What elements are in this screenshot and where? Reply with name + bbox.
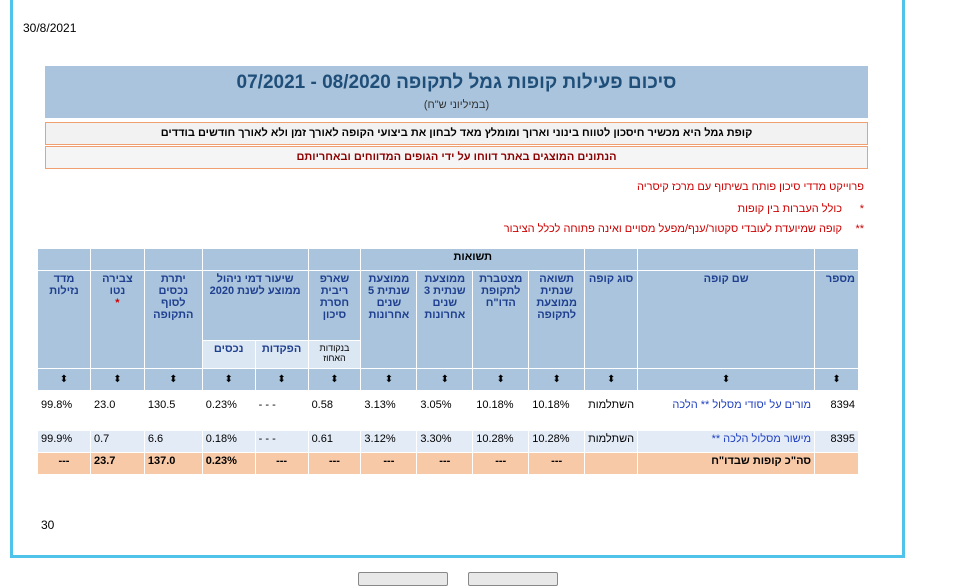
col-cumulative-return: מצטברת לתקופת הדו"ח [472, 270, 530, 369]
report-date: 30/8/2021 [23, 21, 77, 35]
total-avg-3y: --- [416, 452, 474, 475]
cell-number: 8395 [814, 430, 859, 453]
legend-project-note: פרוייקט מדדי סיכון פותח בשיתוף עם מרכז ק… [636, 181, 864, 193]
page-subtitle: (במיליוני ש"ח) [423, 99, 490, 111]
cell-cumulative: 10.18% [472, 396, 530, 431]
table-header-group-row: תשואות [37, 248, 859, 271]
legend-double-star-mark: ** [855, 223, 864, 235]
cell-cumulative: 10.28% [472, 430, 530, 453]
total-cumulative: --- [472, 452, 530, 475]
col-net-accrual-star: * [115, 297, 120, 309]
cell-assets-end: 6.6 [143, 430, 203, 453]
cell-fund-type: השתלמות [584, 430, 639, 453]
table-row: 8394 מורים על יסודי מסלול ** הלכה השתלמו… [37, 396, 859, 431]
cell-avg-5y: 3.12% [360, 430, 418, 453]
cell-avg-return: 10.28% [528, 430, 586, 453]
total-liquidity: --- [37, 452, 91, 475]
sort-avg-3y-icon[interactable]: ⬍ [416, 368, 474, 391]
title-banner: סיכום פעילות קופות גמל לתקופה 08/2020 - … [45, 66, 868, 118]
sort-fee-deposits-icon[interactable]: ⬍ [254, 368, 309, 391]
page-number: 30 [41, 518, 55, 532]
cell-fund-name[interactable]: מורים על יסודי מסלול ** הלכה [637, 396, 816, 431]
legend-star-mark: * [859, 203, 864, 215]
cell-avg-3y: 3.05% [416, 396, 474, 431]
legend-transfers: * כולל העברות בין קופות [738, 203, 864, 215]
total-fee-assets: 0.23% [201, 452, 256, 475]
sort-cumulative-icon[interactable]: ⬍ [472, 368, 530, 391]
table-subheader-row: בנקודות האחוז הפקדות נכסים [38, 340, 859, 369]
col-sharpe-unit: בנקודות האחוז [307, 340, 362, 369]
table-row: 8395 מישור מסלול הלכה ** השתלמות 10.28% … [37, 430, 859, 453]
legend-sector-fund: ** קופה שמיועדת לעובדי סקטור/ענף/מפעל מסו… [504, 223, 864, 235]
cell-fee-assets: 0.18% [201, 430, 256, 453]
total-sharpe: --- [307, 452, 362, 475]
sort-fee-assets-icon[interactable]: ⬍ [201, 368, 256, 391]
cell-avg-5y: 3.13% [360, 396, 418, 431]
cell-assets-end: 130.5 [143, 396, 203, 431]
cell-number: 8394 [814, 396, 859, 431]
col-sharpe: שארפ ריבית חסרת סיכון [307, 270, 362, 341]
sort-fund-type-icon[interactable]: ⬍ [584, 368, 639, 391]
sort-avg-return-icon[interactable]: ⬍ [528, 368, 586, 391]
col-mgmt-fee-deposits: הפקדות [254, 340, 309, 369]
cell-fee-assets: 0.23% [201, 396, 256, 431]
cell-avg-3y: 3.30% [416, 430, 474, 453]
total-label: סה"כ קופות שבדו"ח [637, 452, 816, 475]
legend-transfers-text: כולל העברות בין קופות [737, 203, 842, 215]
col-net-accrual-label: צבירה נטו [102, 273, 133, 297]
col-avg-return: תשואה שנתית ממוצעת לתקופה [528, 270, 586, 369]
col-assets-end: יתרת נכסים לסוף התקופה [143, 270, 203, 369]
cell-fee-deposits: - - - [254, 396, 309, 431]
col-fund-name: שם קופה [637, 270, 816, 369]
cell-liquidity: 99.8% [37, 396, 91, 431]
col-liquidity: מדד נזילות [37, 270, 91, 369]
col-number: מספר [814, 270, 859, 369]
footer-button-left[interactable] [358, 572, 448, 586]
sort-number-icon[interactable]: ⬍ [814, 368, 859, 391]
cell-fund-type: השתלמות [584, 396, 639, 431]
total-net-accrual: 23.7 [89, 452, 145, 475]
col-net-accrual: צבירה נטו * [89, 270, 145, 369]
col-avg-5y: ממוצעת שנתית 5 שנים אחרונות [360, 270, 418, 369]
cell-net-accrual: 23.0 [89, 396, 145, 431]
total-avg-return: --- [528, 452, 586, 475]
cell-avg-return: 10.18% [528, 396, 586, 431]
sort-row: ⬍ ⬍ ⬍ ⬍ ⬍ ⬍ ⬍ ⬍ ⬍ ⬍ ⬍ ⬍ ⬍ [37, 368, 859, 391]
legend-sector-fund-text: קופה שמיועדת לעובדי סקטור/ענף/מפעל מסויי… [503, 223, 842, 235]
col-avg-3y: ממוצעת שנתית 3 שנים אחרונות [416, 270, 474, 369]
col-fund-type: סוג קופה [584, 270, 639, 369]
returns-group-header: תשואות [360, 248, 586, 271]
sort-net-accrual-icon[interactable]: ⬍ [89, 368, 145, 391]
cell-liquidity: 99.9% [37, 430, 91, 453]
sort-sharpe-icon[interactable]: ⬍ [307, 368, 362, 391]
cell-sharpe: 0.58 [307, 396, 362, 431]
cell-fee-deposits: - - - [254, 430, 309, 453]
funds-table: תשואות מספר שם קופה סוג קופה תשואה שנתית… [37, 248, 859, 475]
footer-button-right[interactable] [468, 572, 558, 586]
total-avg-5y: --- [360, 452, 418, 475]
total-fee-deposits: --- [254, 452, 309, 475]
col-mgmt-fee-assets: נכסים [201, 340, 256, 369]
table-total-row: סה"כ קופות שבדו"ח --- --- --- --- --- --… [37, 452, 859, 475]
cell-sharpe: 0.61 [307, 430, 362, 453]
data-source-note: הנתונים המוצגים באתר דווחו על ידי הגופים… [45, 146, 868, 169]
sort-liquidity-icon[interactable]: ⬍ [37, 368, 91, 391]
page-title: סיכום פעילות קופות גמל לתקופה 08/2020 - … [236, 72, 677, 93]
cell-net-accrual: 0.7 [89, 430, 145, 453]
sort-fund-name-icon[interactable]: ⬍ [637, 368, 816, 391]
sort-avg-5y-icon[interactable]: ⬍ [360, 368, 418, 391]
cell-fund-name[interactable]: מישור מסלול הלכה ** [637, 430, 816, 453]
disclaimer-note: קופת גמל היא מכשיר חיסכון לטווח בינוני ו… [45, 122, 868, 145]
col-mgmt-fee: שיעור דמי ניהול ממוצע לשנת 2020 [201, 270, 309, 341]
table-header-row: מספר שם קופה סוג קופה תשואה שנתית ממוצעת… [37, 270, 859, 369]
total-assets-end: 137.0 [143, 452, 203, 475]
sort-assets-end-icon[interactable]: ⬍ [143, 368, 203, 391]
